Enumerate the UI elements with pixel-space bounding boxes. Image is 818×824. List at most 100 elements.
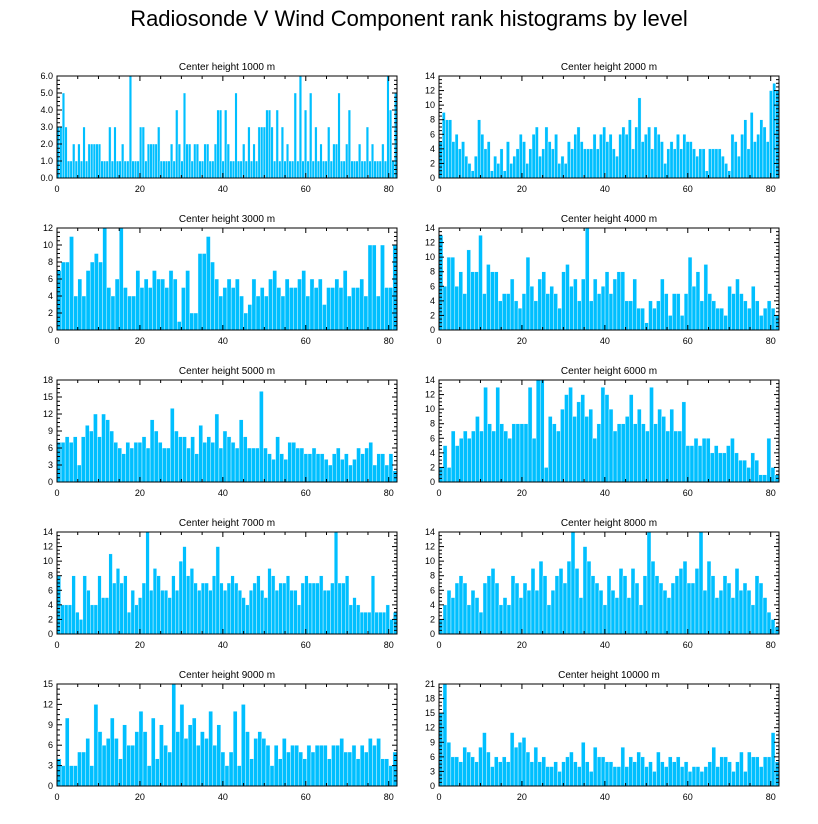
histogram-bar <box>589 771 594 787</box>
histogram-bar <box>660 761 665 787</box>
histogram-bar <box>156 575 161 635</box>
histogram-bar <box>615 155 619 179</box>
histogram-bar <box>282 738 287 787</box>
x-tick-label: 0 <box>54 488 59 498</box>
histogram-bar <box>664 766 669 787</box>
histogram-bar <box>119 582 124 635</box>
histogram-bar <box>608 293 614 331</box>
histogram-bar <box>311 582 316 635</box>
histogram-bar <box>762 597 768 635</box>
panel-title: Center height 9000 m <box>179 670 275 681</box>
histogram-bar <box>589 148 594 179</box>
histogram-bar <box>669 408 674 483</box>
y-tick-label: 4.0 <box>40 105 53 115</box>
histogram-bar <box>198 160 202 179</box>
histogram-bar <box>138 597 143 635</box>
histogram-bar <box>319 575 324 635</box>
histogram-bar <box>252 582 257 635</box>
histogram-bar <box>645 430 650 483</box>
histogram-bar <box>521 293 527 331</box>
y-tick-label: 14 <box>425 71 435 81</box>
histogram-bar <box>537 278 542 331</box>
histogram-bar <box>682 560 688 635</box>
histogram-bar <box>490 170 494 179</box>
histogram-bar <box>326 287 331 331</box>
histogram-bar <box>495 387 500 483</box>
histogram-bar <box>770 619 776 635</box>
histogram-bar <box>134 731 140 787</box>
histogram-bar <box>462 293 467 331</box>
histogram-bar <box>494 756 499 787</box>
histogram-bar <box>318 278 323 331</box>
panel-9: Center height 9000 m 0 3 6 9 12 15 0 20 40 60 80 <box>43 670 398 802</box>
histogram-bar <box>474 155 478 179</box>
y-tick-label: 21 <box>425 679 435 689</box>
x-tick-label: 40 <box>600 792 610 802</box>
histogram-bar <box>247 447 252 483</box>
x-tick-label: 20 <box>517 336 527 346</box>
histogram-bar <box>525 751 531 787</box>
histogram-bar <box>462 746 467 787</box>
histogram-bar <box>195 143 199 179</box>
histogram-bar <box>569 286 574 331</box>
histogram-bar <box>193 312 199 331</box>
x-tick-label: 20 <box>517 640 527 650</box>
histogram-bar <box>592 278 598 331</box>
histogram-bar <box>640 756 645 787</box>
histogram-bar <box>513 300 519 331</box>
histogram-bar <box>268 109 271 179</box>
histogram-bar <box>723 315 728 331</box>
histogram-bar <box>112 582 117 635</box>
histogram-bar <box>85 738 90 787</box>
histogram-bar <box>554 575 560 635</box>
histogram-bar <box>226 436 232 483</box>
histogram-bar <box>519 423 525 483</box>
y-tick-label: 0 <box>430 477 435 487</box>
histogram-bar <box>677 430 683 483</box>
histogram-bar <box>586 148 590 179</box>
histogram-bar <box>340 459 345 483</box>
histogram-bar <box>685 445 691 483</box>
histogram-bar <box>674 575 680 635</box>
histogram-bar <box>77 143 81 179</box>
histogram-bar <box>583 148 587 179</box>
histogram-bar <box>656 300 661 331</box>
histogram-bar <box>113 126 117 179</box>
histogram-bar <box>228 751 234 787</box>
histogram-bar <box>142 731 148 787</box>
y-tick-label: 9 <box>48 426 53 436</box>
histogram-bar <box>305 295 311 331</box>
histogram-bar <box>592 438 598 483</box>
histogram-bar <box>672 148 677 179</box>
histogram-bar <box>247 304 253 331</box>
histogram-bar <box>297 604 302 635</box>
histogram-bar <box>98 143 101 179</box>
histogram-bar <box>706 560 712 635</box>
histogram-bar <box>86 590 91 635</box>
histogram-bar <box>235 278 240 331</box>
histogram-bar <box>466 249 471 331</box>
histogram-bar <box>326 590 331 635</box>
histogram-bar <box>566 560 572 635</box>
histogram-bar <box>487 423 492 483</box>
histogram-bar <box>380 453 386 483</box>
y-tick-label: 3 <box>430 766 435 776</box>
histogram-bar <box>181 287 186 331</box>
histogram-bar <box>114 278 120 331</box>
histogram-bar <box>297 278 302 331</box>
histogram-bar <box>570 531 576 635</box>
histogram-bar <box>382 611 387 635</box>
histogram-bar <box>327 464 333 483</box>
histogram-bar <box>109 430 114 483</box>
histogram-bar <box>335 745 340 787</box>
histogram-bar <box>446 256 452 331</box>
histogram-bar <box>528 148 533 179</box>
histogram-bar <box>461 141 465 179</box>
histogram-bar <box>572 416 577 483</box>
histogram-bar <box>636 751 641 787</box>
histogram-bar <box>750 452 755 483</box>
histogram-bar <box>177 143 181 179</box>
x-tick-label: 20 <box>135 336 145 346</box>
histogram-bar <box>106 287 112 331</box>
histogram-bar <box>311 160 315 179</box>
